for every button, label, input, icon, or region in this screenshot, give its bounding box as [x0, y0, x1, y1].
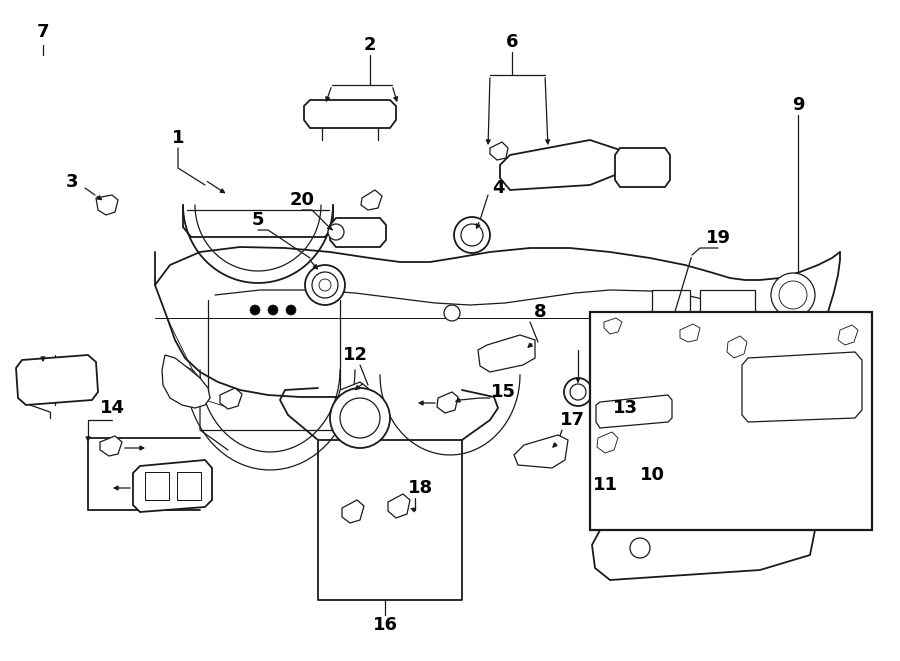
Text: 6: 6 — [506, 33, 518, 51]
Circle shape — [250, 305, 260, 315]
Polygon shape — [619, 446, 638, 464]
Polygon shape — [490, 142, 508, 160]
Text: 11: 11 — [592, 476, 617, 494]
Polygon shape — [16, 355, 98, 405]
Text: 14: 14 — [100, 399, 124, 417]
Polygon shape — [162, 355, 210, 408]
Polygon shape — [133, 460, 212, 512]
Text: 20: 20 — [290, 191, 314, 209]
Bar — [145, 472, 169, 500]
Polygon shape — [220, 388, 242, 409]
Polygon shape — [596, 395, 672, 428]
Text: 5: 5 — [252, 211, 265, 229]
Circle shape — [779, 281, 807, 309]
Polygon shape — [630, 458, 782, 522]
Polygon shape — [388, 494, 410, 518]
Text: 1: 1 — [172, 129, 184, 147]
Polygon shape — [597, 432, 618, 453]
Polygon shape — [700, 290, 755, 325]
Polygon shape — [361, 190, 382, 210]
Text: 3: 3 — [66, 173, 78, 191]
Bar — [590, 312, 872, 530]
Polygon shape — [652, 330, 690, 360]
Circle shape — [328, 224, 344, 240]
Polygon shape — [592, 512, 815, 580]
Text: 16: 16 — [373, 616, 398, 634]
Circle shape — [444, 305, 460, 321]
Polygon shape — [514, 435, 568, 468]
Polygon shape — [100, 436, 122, 456]
Text: 12: 12 — [343, 346, 367, 364]
Polygon shape — [680, 324, 700, 342]
Text: 7: 7 — [37, 23, 50, 41]
Text: 2: 2 — [364, 36, 376, 54]
Text: 4: 4 — [491, 179, 504, 197]
Text: 17: 17 — [560, 411, 584, 429]
Text: 10: 10 — [640, 466, 664, 484]
Circle shape — [630, 538, 650, 558]
Text: 9: 9 — [792, 96, 805, 114]
Polygon shape — [96, 195, 118, 215]
Circle shape — [268, 305, 278, 315]
Polygon shape — [700, 330, 755, 365]
Polygon shape — [727, 336, 747, 358]
Text: 18: 18 — [408, 479, 433, 497]
Text: 8: 8 — [534, 303, 546, 321]
Polygon shape — [604, 318, 622, 334]
Polygon shape — [330, 218, 386, 247]
Polygon shape — [337, 382, 368, 408]
Polygon shape — [437, 392, 458, 413]
Polygon shape — [652, 290, 690, 320]
Text: 15: 15 — [491, 383, 516, 401]
Circle shape — [305, 265, 345, 305]
Circle shape — [564, 378, 592, 406]
Circle shape — [771, 273, 815, 317]
Polygon shape — [838, 325, 858, 345]
Circle shape — [461, 224, 483, 246]
Polygon shape — [742, 352, 862, 422]
Circle shape — [340, 398, 380, 438]
Polygon shape — [478, 335, 535, 372]
Circle shape — [570, 384, 586, 400]
Polygon shape — [342, 500, 364, 523]
Circle shape — [319, 279, 331, 291]
Circle shape — [286, 305, 296, 315]
Polygon shape — [500, 140, 620, 190]
Polygon shape — [304, 100, 396, 128]
Bar — [177, 472, 201, 500]
Circle shape — [330, 388, 390, 448]
Text: 19: 19 — [706, 229, 731, 247]
Circle shape — [312, 272, 338, 298]
Polygon shape — [615, 148, 670, 187]
Text: 13: 13 — [613, 399, 637, 417]
Circle shape — [454, 217, 490, 253]
